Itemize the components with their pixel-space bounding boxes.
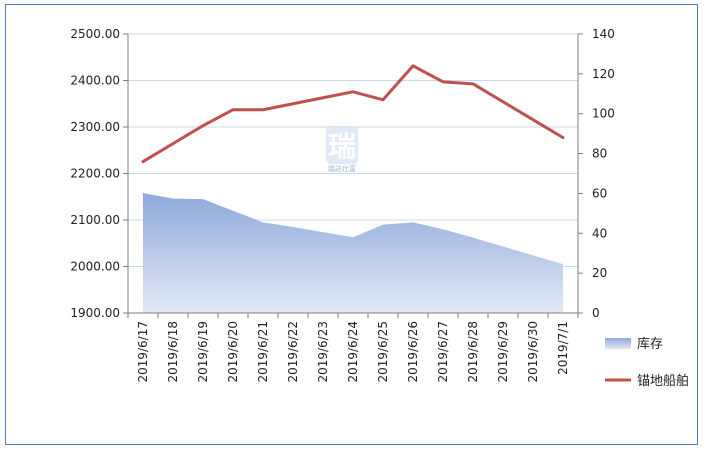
y-left-tick-label: 2300.00: [70, 120, 120, 134]
ships-point: [501, 100, 505, 103]
x-tick-label: 2019/6/21: [256, 321, 270, 383]
y-right-tick-label: 60: [592, 186, 607, 200]
x-tick-label: 2019/6/30: [526, 321, 540, 383]
y-right-tick-label: 140: [592, 27, 615, 41]
ships-point: [531, 118, 535, 121]
area-series-inventory: [143, 193, 563, 313]
y-left-tick-label: 2100.00: [70, 213, 120, 227]
y-right-tick-label: 120: [592, 67, 615, 81]
y-left-tick-label: 2400.00: [70, 74, 120, 88]
legend-swatch-inventory: [605, 338, 631, 349]
y-right-tick-label: 80: [592, 147, 607, 161]
y-left-tick-label: 2500.00: [70, 27, 120, 41]
svg-text:瑞: 瑞: [328, 130, 356, 163]
x-tick-label: 2019/6/19: [196, 321, 210, 383]
ships-point: [261, 108, 265, 111]
ships-point: [441, 80, 445, 84]
x-tick-label: 2019/6/17: [136, 321, 150, 383]
x-tick-label: 2019/6/26: [406, 321, 420, 383]
y-right-tick-label: 40: [592, 226, 607, 240]
x-tick-label: 2019/6/22: [286, 321, 300, 383]
y-right-tick-label: 100: [592, 107, 615, 121]
chart-frame: [5, 4, 698, 445]
y-left-tick-label: 2000.00: [70, 260, 120, 274]
x-tick-label: 2019/7/1: [556, 321, 570, 375]
ships-point: [291, 102, 295, 105]
y-right-tick-label: 20: [592, 266, 607, 280]
ships-point: [351, 90, 355, 93]
x-tick-label: 2019/6/29: [496, 321, 510, 383]
x-tick-label: 2019/6/25: [376, 321, 390, 383]
ships-point: [561, 136, 565, 139]
legend: 库存 锚地船舶: [605, 336, 689, 389]
watermark-text: 瑞达仕富: [328, 164, 356, 173]
x-tick-label: 2019/6/20: [226, 321, 240, 383]
x-tick-label: 2019/6/27: [436, 321, 450, 383]
legend-label-ships: 锚地船舶: [637, 373, 689, 389]
x-tick-label: 2019/6/28: [466, 321, 480, 383]
ships-point: [231, 108, 235, 111]
ships-point: [381, 98, 385, 101]
ships-point: [321, 96, 325, 99]
logo-watermark-icon: 瑞 瑞达仕富: [326, 126, 358, 173]
ships-point: [171, 142, 175, 145]
y-right-tick-label: 0: [592, 306, 600, 320]
ships-point: [411, 64, 415, 68]
x-tick-label: 2019/6/24: [346, 321, 360, 383]
y-left-tick-label: 1900.00: [70, 306, 120, 320]
ships-point: [201, 124, 205, 127]
ships-point: [471, 82, 475, 86]
x-tick-label: 2019/6/18: [166, 321, 180, 383]
x-tick-label: 2019/6/23: [316, 321, 330, 383]
y-left-tick-label: 2200.00: [70, 167, 120, 181]
ships-point: [141, 160, 145, 163]
legend-label-inventory: 库存: [637, 336, 663, 352]
